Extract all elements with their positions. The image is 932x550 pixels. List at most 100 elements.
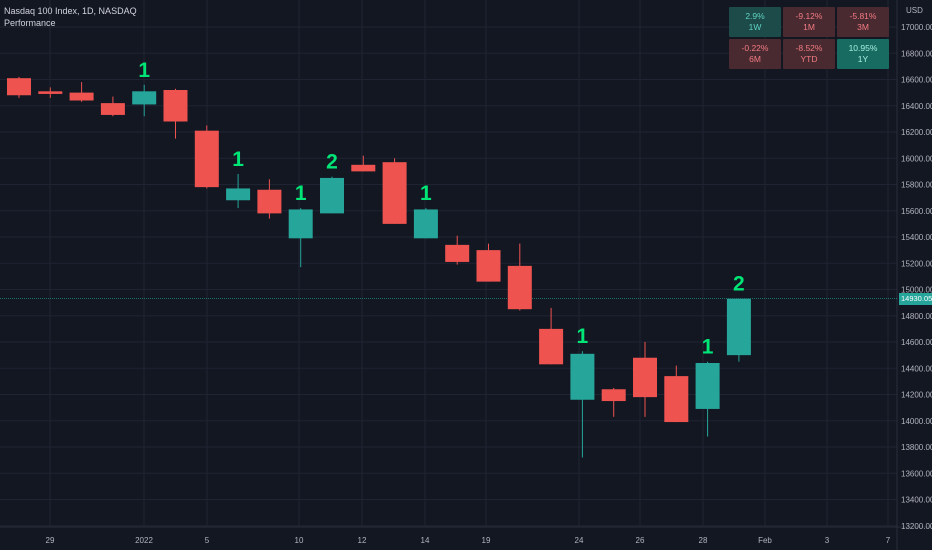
signal-marker: 1 bbox=[420, 182, 432, 205]
candle bbox=[132, 84, 157, 117]
candle-body bbox=[726, 298, 751, 356]
candle-body bbox=[288, 209, 313, 239]
chart-header: Nasdaq 100 Index, 1D, NASDAQ Performance bbox=[4, 5, 137, 29]
price-tick-label: 14000.00 bbox=[901, 417, 932, 426]
price-tick-label: 17000.00 bbox=[901, 23, 932, 32]
candle-body bbox=[382, 162, 407, 224]
candle-body bbox=[476, 250, 501, 282]
time-tick-label: 5 bbox=[205, 536, 210, 545]
candle-body bbox=[69, 92, 94, 101]
candle-body bbox=[570, 353, 595, 400]
signal-marker: 1 bbox=[138, 59, 150, 82]
performance-period: 1W bbox=[748, 22, 762, 32]
candle bbox=[194, 125, 219, 189]
price-tick-label: 13600.00 bbox=[901, 469, 932, 478]
performance-period: YTD bbox=[800, 54, 818, 64]
candle bbox=[382, 158, 407, 224]
candle-body bbox=[539, 328, 564, 365]
signal-marker: 1 bbox=[232, 148, 244, 171]
price-tick-label: 14800.00 bbox=[901, 312, 932, 321]
time-tick-label: 12 bbox=[358, 536, 367, 545]
time-tick-label: 28 bbox=[699, 536, 708, 545]
candle-body bbox=[7, 78, 31, 96]
time-tick-label: 3 bbox=[825, 536, 830, 545]
time-tick-label: 19 bbox=[482, 536, 491, 545]
performance-period: 1M bbox=[803, 22, 815, 32]
candle-body bbox=[100, 103, 125, 115]
time-axis[interactable]: 29 2022 5 10 12 14 19 24 26 28 Feb 3 7 bbox=[46, 536, 891, 545]
candle bbox=[69, 82, 94, 102]
candle-body bbox=[226, 188, 251, 201]
price-tick-label: 15000.00 bbox=[901, 286, 932, 295]
price-tick-label: 14200.00 bbox=[901, 391, 932, 400]
price-tick-label: 16000.00 bbox=[901, 154, 932, 163]
chart-grid bbox=[0, 0, 897, 527]
time-tick-label: 10 bbox=[295, 536, 304, 545]
time-tick-label: 2022 bbox=[135, 536, 153, 545]
time-tick-label: 24 bbox=[575, 536, 584, 545]
candle bbox=[476, 243, 501, 282]
candle bbox=[320, 176, 344, 214]
performance-value: 2.9% bbox=[745, 11, 765, 21]
candle-body bbox=[413, 209, 438, 239]
candles-layer bbox=[7, 76, 751, 458]
price-tick-label: 16200.00 bbox=[901, 128, 932, 137]
candle-body bbox=[351, 164, 376, 172]
candle bbox=[601, 387, 626, 417]
time-tick-label: 29 bbox=[46, 536, 55, 545]
performance-cell: -0.22% 6M bbox=[729, 39, 781, 69]
candle bbox=[726, 298, 751, 362]
indicator-title[interactable]: Performance bbox=[4, 18, 56, 28]
performance-period: 1Y bbox=[857, 54, 869, 64]
performance-table: 2.9% 1W -9.12% 1M -5.81% 3M -0.22% 6M -8.52% YTD 1… bbox=[729, 7, 889, 69]
candle-body bbox=[257, 189, 282, 214]
performance-value: -0.22% bbox=[741, 43, 769, 53]
performance-value: 10.95% bbox=[848, 43, 878, 53]
candle bbox=[163, 88, 188, 139]
signal-marker: 1 bbox=[702, 336, 714, 359]
price-axis[interactable]: 17000.00 16800.00 16600.00 16400.00 16200.00… bbox=[901, 23, 932, 531]
performance-cell: 10.95% 1Y bbox=[837, 39, 889, 69]
candle bbox=[100, 96, 125, 117]
candle-body bbox=[194, 130, 219, 188]
candle bbox=[226, 174, 251, 209]
symbol-title[interactable]: Nasdaq 100 Index, 1D, NASDAQ bbox=[4, 6, 137, 16]
time-tick-label: Feb bbox=[758, 536, 772, 545]
performance-cell: -9.12% 1M bbox=[783, 7, 835, 37]
candle bbox=[507, 243, 532, 311]
candle-body bbox=[695, 363, 720, 409]
time-tick-label: 14 bbox=[421, 536, 430, 545]
candle bbox=[351, 155, 376, 172]
candle bbox=[7, 76, 31, 98]
price-tick-label: 14600.00 bbox=[901, 338, 932, 347]
price-tick-label: 16400.00 bbox=[901, 102, 932, 111]
time-tick-label: 26 bbox=[636, 536, 645, 545]
price-tick-label: 15600.00 bbox=[901, 207, 932, 216]
candle-body bbox=[601, 389, 626, 402]
price-tick-label: 15200.00 bbox=[901, 259, 932, 268]
price-tick-label: 13800.00 bbox=[901, 443, 932, 452]
candle bbox=[664, 365, 689, 423]
performance-value: -9.12% bbox=[795, 11, 823, 21]
currency-label[interactable]: USD bbox=[906, 6, 923, 15]
price-tick-label: 16600.00 bbox=[901, 76, 932, 85]
candle-body bbox=[664, 376, 689, 423]
price-tick-label: 16800.00 bbox=[901, 49, 932, 58]
signal-marker: 2 bbox=[733, 273, 745, 296]
candle bbox=[413, 208, 438, 239]
price-tick-label: 15800.00 bbox=[901, 181, 932, 190]
candle-body bbox=[633, 357, 657, 398]
candle bbox=[633, 342, 657, 417]
candle bbox=[539, 307, 564, 365]
last-price-label: 14930.05 bbox=[899, 293, 932, 305]
candle-body bbox=[507, 265, 532, 310]
performance-value: -8.52% bbox=[795, 43, 823, 53]
price-tick-label: 14400.00 bbox=[901, 364, 932, 373]
candle bbox=[38, 87, 63, 98]
performance-value: -5.81% bbox=[849, 11, 877, 21]
candle-body bbox=[38, 91, 63, 94]
candle-body bbox=[132, 91, 157, 105]
candle bbox=[570, 351, 595, 458]
